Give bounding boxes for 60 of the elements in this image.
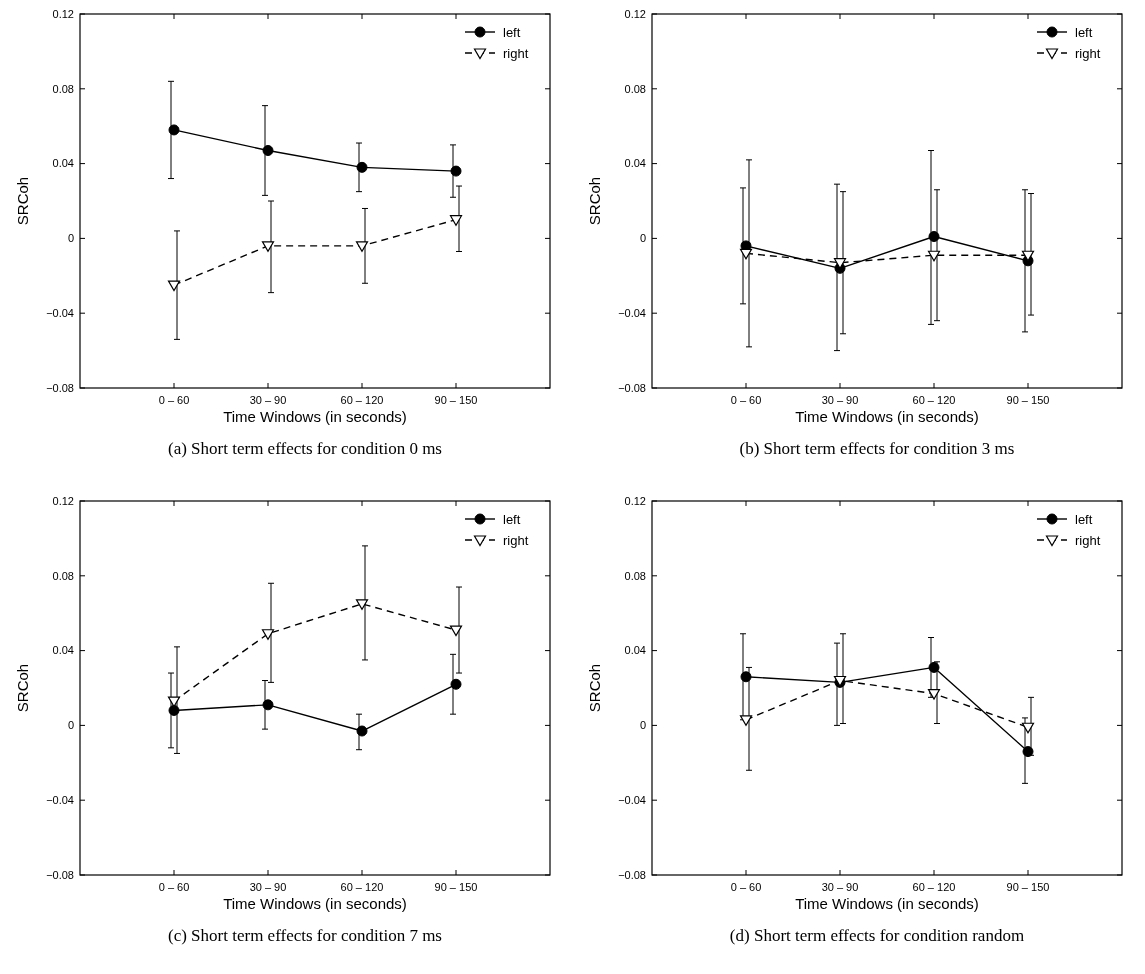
x-tick-label: 0 – 60 — [730, 881, 762, 893]
x-axis-title: Time Windows (in seconds) — [795, 895, 979, 912]
x-axis-title: Time Windows (in seconds) — [223, 408, 407, 425]
y-tick-label: −0.08 — [46, 381, 74, 394]
y-tick-label: −0.08 — [46, 868, 74, 881]
legend-label: left — [1075, 511, 1093, 527]
x-tick-label: 0 – 60 — [158, 881, 190, 893]
x-axis-title: Time Windows (in seconds) — [795, 408, 979, 425]
y-tick-label: 0.04 — [52, 644, 74, 657]
x-tick-label: 0 – 60 — [158, 394, 190, 406]
y-tick-label: 0 — [639, 719, 646, 732]
legend-label: right — [503, 532, 529, 548]
text: (d) Short term effects for condition random — [729, 926, 1025, 945]
x-tick-label: 90 – 150 — [434, 394, 478, 406]
y-tick-label: 0.04 — [52, 157, 74, 170]
x-tick-label: 30 – 90 — [249, 394, 287, 406]
x-tick-label: 30 – 90 — [821, 394, 859, 406]
y-tick-label: 0.08 — [52, 569, 74, 582]
legend-label: left — [503, 511, 521, 527]
y-tick-label: 0.12 — [624, 7, 646, 20]
y-tick-label: −0.04 — [46, 307, 74, 320]
x-tick-label: 0 – 60 — [730, 394, 762, 406]
legend-label: left — [1075, 24, 1093, 40]
y-tick-label: −0.04 — [618, 307, 646, 320]
y-tick-label: 0.08 — [624, 82, 646, 95]
x-tick-label: 60 – 120 — [340, 881, 384, 893]
y-tick-label: 0 — [67, 719, 74, 732]
x-tick-label: 90 – 150 — [1006, 394, 1050, 406]
x-tick-label: 90 – 150 — [1006, 881, 1050, 893]
x-tick-label: 30 – 90 — [821, 881, 859, 893]
x-tick-label: 60 – 120 — [340, 394, 384, 406]
y-tick-label: 0.08 — [52, 82, 74, 95]
x-tick-label: 60 – 120 — [912, 394, 956, 406]
legend-label: left — [503, 24, 521, 40]
y-tick-label: 0.12 — [52, 7, 74, 20]
y-axis-title: SRCoh — [14, 176, 31, 226]
y-tick-label: 0 — [67, 232, 74, 245]
legend-label: right — [503, 45, 529, 61]
y-tick-label: 0 — [639, 232, 646, 245]
y-tick-label: −0.04 — [618, 794, 646, 807]
y-tick-label: −0.04 — [46, 794, 74, 807]
text: (c) Short term effects for condition 7 ms — [168, 926, 442, 945]
y-axis-title: SRCoh — [14, 663, 31, 713]
text: (a) Short term effects for condition 0 ms — [168, 439, 442, 458]
y-tick-label: −0.08 — [618, 868, 646, 881]
legend-label: right — [1075, 532, 1101, 548]
legend-label: right — [1075, 45, 1101, 61]
x-axis-title: Time Windows (in seconds) — [223, 895, 407, 912]
x-tick-label: 30 – 90 — [249, 881, 287, 893]
y-tick-label: 0.04 — [624, 644, 646, 657]
y-tick-label: 0.04 — [624, 157, 646, 170]
y-axis-title: SRCoh — [586, 176, 603, 226]
y-axis-title: SRCoh — [586, 663, 603, 713]
y-tick-label: −0.08 — [618, 381, 646, 394]
y-tick-label: 0.08 — [624, 569, 646, 582]
y-tick-label: 0.12 — [624, 494, 646, 507]
x-tick-label: 60 – 120 — [912, 881, 956, 893]
text: (b) Short term effects for condition 3 ms — [739, 439, 1015, 458]
y-tick-label: 0.12 — [52, 494, 74, 507]
x-tick-label: 90 – 150 — [434, 881, 478, 893]
